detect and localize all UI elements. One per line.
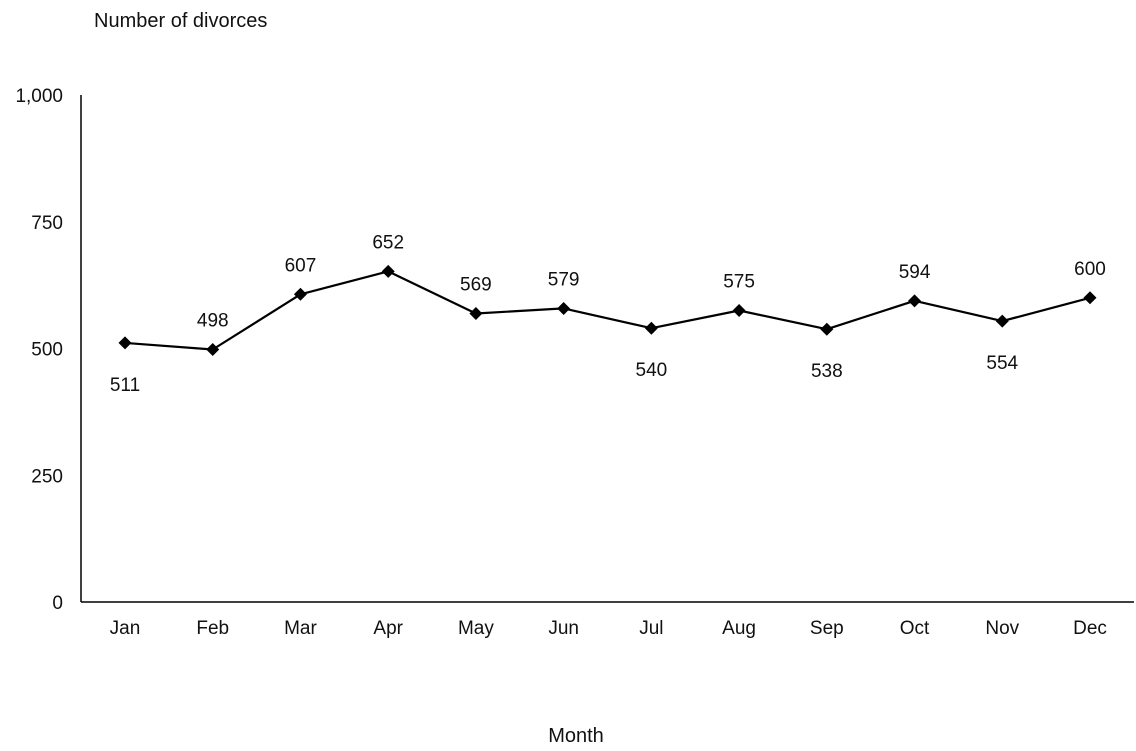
x-axis-title: Month <box>548 725 604 747</box>
data-point-marker <box>557 301 571 315</box>
y-axis-ticks: 0 250 500 750 1,000 <box>15 86 63 614</box>
x-tick-label: Jan <box>110 618 141 639</box>
x-tick-label: Sep <box>810 618 844 639</box>
data-point-marker <box>995 314 1009 328</box>
x-tick-label: Dec <box>1073 618 1107 639</box>
data-label: 600 <box>1074 259 1106 280</box>
data-point-marker <box>206 343 220 357</box>
data-label: 652 <box>372 232 404 253</box>
data-label: 569 <box>460 275 492 296</box>
data-label: 511 <box>110 375 140 396</box>
data-markers <box>118 264 1097 357</box>
data-point-marker <box>732 303 746 317</box>
y-tick-label: 500 <box>31 340 63 361</box>
data-point-marker <box>293 287 307 301</box>
data-label: 498 <box>197 311 229 332</box>
data-point-marker <box>118 336 132 350</box>
data-point-marker <box>1083 291 1097 305</box>
y-axis-title: Number of divorces <box>94 10 267 32</box>
y-tick-label: 250 <box>31 466 63 487</box>
data-labels: 511 498 607 652 569 579 540 575 538 594 554 600 <box>110 232 1106 395</box>
data-point-marker <box>644 321 658 335</box>
data-label: 554 <box>986 353 1018 374</box>
x-tick-label: Jul <box>639 618 663 639</box>
x-tick-label: Jun <box>548 618 579 639</box>
data-label: 594 <box>899 262 931 283</box>
x-tick-label: Feb <box>196 618 229 639</box>
x-tick-label: Nov <box>985 618 1019 639</box>
x-tick-label: Apr <box>373 618 403 639</box>
y-tick-label: 1,000 <box>15 86 63 107</box>
data-point-marker <box>820 322 834 336</box>
data-label: 540 <box>636 360 668 381</box>
data-label: 538 <box>811 361 843 382</box>
data-label: 579 <box>548 269 580 290</box>
x-axis-ticks: Jan Feb Mar Apr May Jun Jul Aug Sep Oct Nov Dec <box>110 618 1107 639</box>
x-tick-label: Aug <box>722 618 756 639</box>
data-point-marker <box>469 307 483 321</box>
data-label: 607 <box>285 255 317 276</box>
series-line <box>124 270 1091 351</box>
y-tick-label: 750 <box>31 213 63 234</box>
x-tick-label: May <box>458 618 494 639</box>
y-tick-label: 0 <box>52 593 63 614</box>
x-tick-label: Oct <box>900 618 930 639</box>
data-point-marker <box>381 264 395 278</box>
data-point-marker <box>908 294 922 308</box>
data-label: 575 <box>723 271 755 292</box>
x-tick-label: Mar <box>284 618 317 639</box>
